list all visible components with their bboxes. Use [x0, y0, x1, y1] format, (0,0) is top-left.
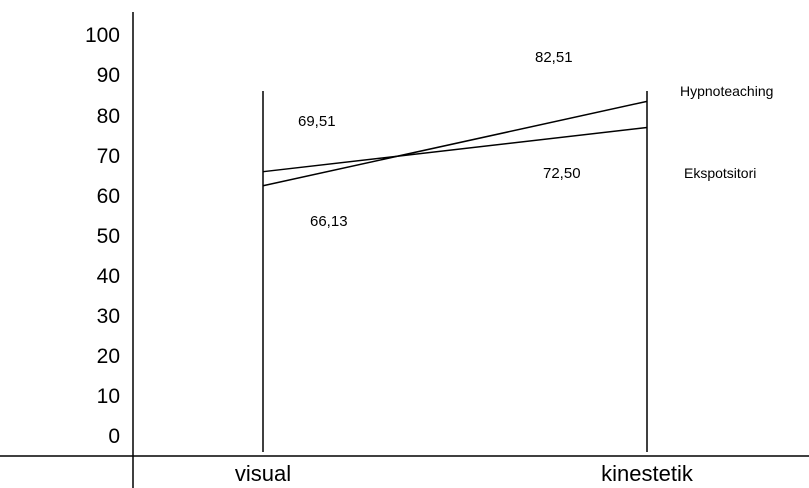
y-tick-labels: 100 90 80 70 60 50 40 30 20 10 0: [85, 24, 120, 448]
y-tick-label: 60: [97, 185, 120, 208]
y-tick-label: 100: [85, 24, 120, 47]
series-name-ekspotsitori: Ekspotsitori: [684, 165, 756, 181]
y-tick-label: 20: [97, 345, 120, 368]
data-label-hypnoteaching-kinestetik: 82,51: [535, 49, 573, 66]
data-label-ekspotsitori-kinestetik: 72,50: [543, 165, 581, 182]
y-tick-label: 90: [97, 64, 120, 87]
series-line-hypnoteaching: [262, 100, 648, 187]
series-line-ekspotsitori: [262, 126, 648, 173]
y-tick-label: 30: [97, 305, 120, 328]
y-tick-label: 10: [97, 385, 120, 408]
data-label-hypnoteaching-visual: 66,13: [310, 213, 348, 230]
y-tick-label: 40: [97, 265, 120, 288]
x-category-label-kinestetik: kinestetik: [601, 461, 694, 486]
y-tick-label: 70: [97, 145, 120, 168]
y-tick-label: 50: [97, 225, 120, 248]
y-tick-label: 80: [97, 105, 120, 128]
y-tick-label: 0: [108, 425, 120, 448]
x-category-label-visual: visual: [235, 461, 291, 486]
data-label-ekspotsitori-visual: 69,51: [298, 113, 336, 130]
series-name-hypnoteaching: Hypnoteaching: [680, 83, 773, 99]
